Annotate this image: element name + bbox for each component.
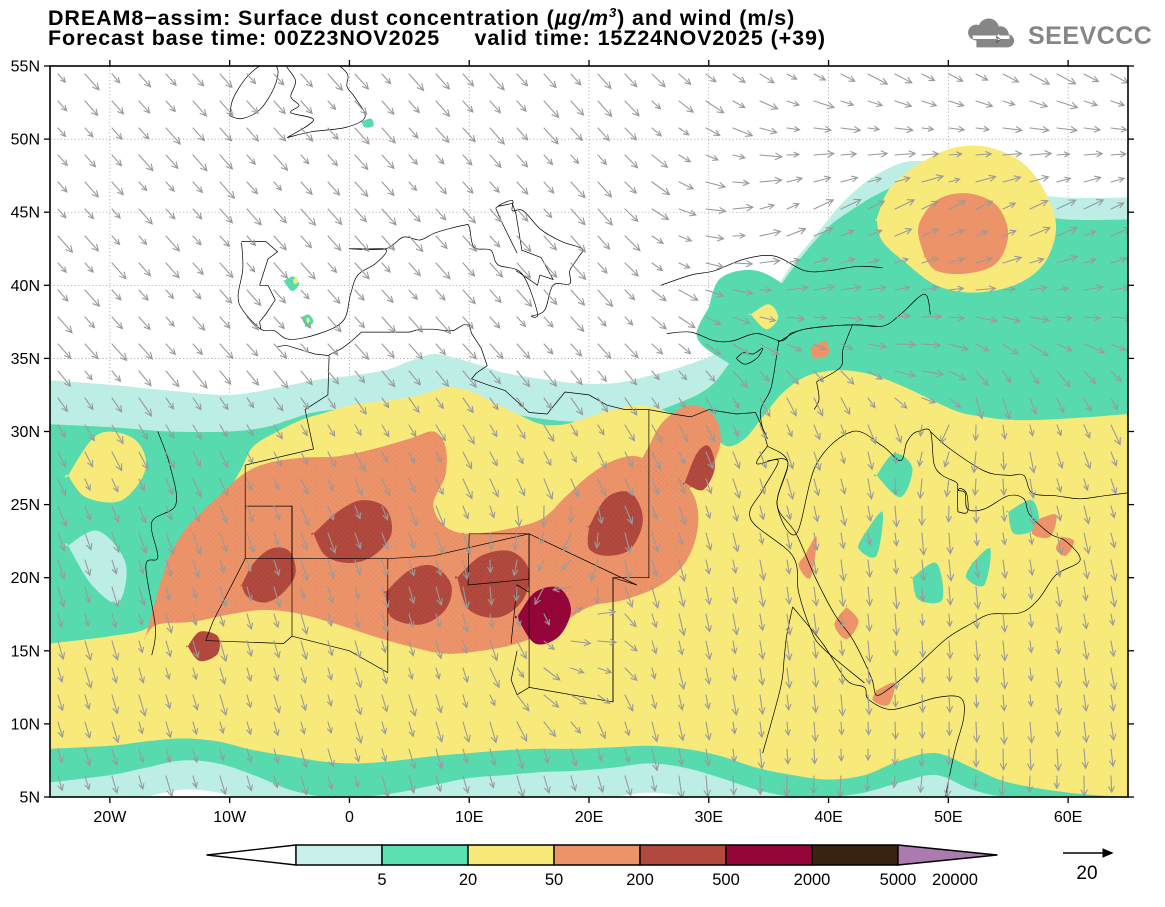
svg-text:10N: 10N: [11, 716, 40, 733]
svg-text:0: 0: [345, 809, 354, 826]
svg-text:5: 5: [377, 871, 386, 889]
svg-text:50: 50: [545, 871, 563, 889]
svg-text:40E: 40E: [814, 809, 842, 826]
svg-text:20E: 20E: [575, 809, 603, 826]
svg-text:25N: 25N: [11, 497, 40, 514]
svg-text:20000: 20000: [932, 871, 978, 889]
svg-text:50E: 50E: [934, 809, 962, 826]
svg-text:20: 20: [1076, 863, 1097, 884]
svg-text:10E: 10E: [455, 809, 483, 826]
svg-text:40N: 40N: [11, 278, 40, 295]
svg-text:20W: 20W: [93, 809, 127, 826]
svg-text:500: 500: [712, 871, 740, 889]
svg-text:35N: 35N: [11, 351, 40, 368]
svg-text:60E: 60E: [1054, 809, 1082, 826]
svg-text:45N: 45N: [11, 205, 40, 222]
svg-text:30N: 30N: [11, 424, 40, 441]
svg-text:10W: 10W: [213, 809, 247, 826]
svg-text:15N: 15N: [11, 643, 40, 660]
svg-text:5N: 5N: [20, 790, 40, 807]
svg-text:200: 200: [626, 871, 654, 889]
svg-text:20: 20: [459, 871, 477, 889]
svg-text:30E: 30E: [695, 809, 723, 826]
svg-text:2000: 2000: [794, 871, 831, 889]
svg-text:5000: 5000: [880, 871, 917, 889]
svg-text:55N: 55N: [11, 59, 40, 76]
svg-text:50N: 50N: [11, 132, 40, 149]
svg-text:20N: 20N: [11, 570, 40, 587]
